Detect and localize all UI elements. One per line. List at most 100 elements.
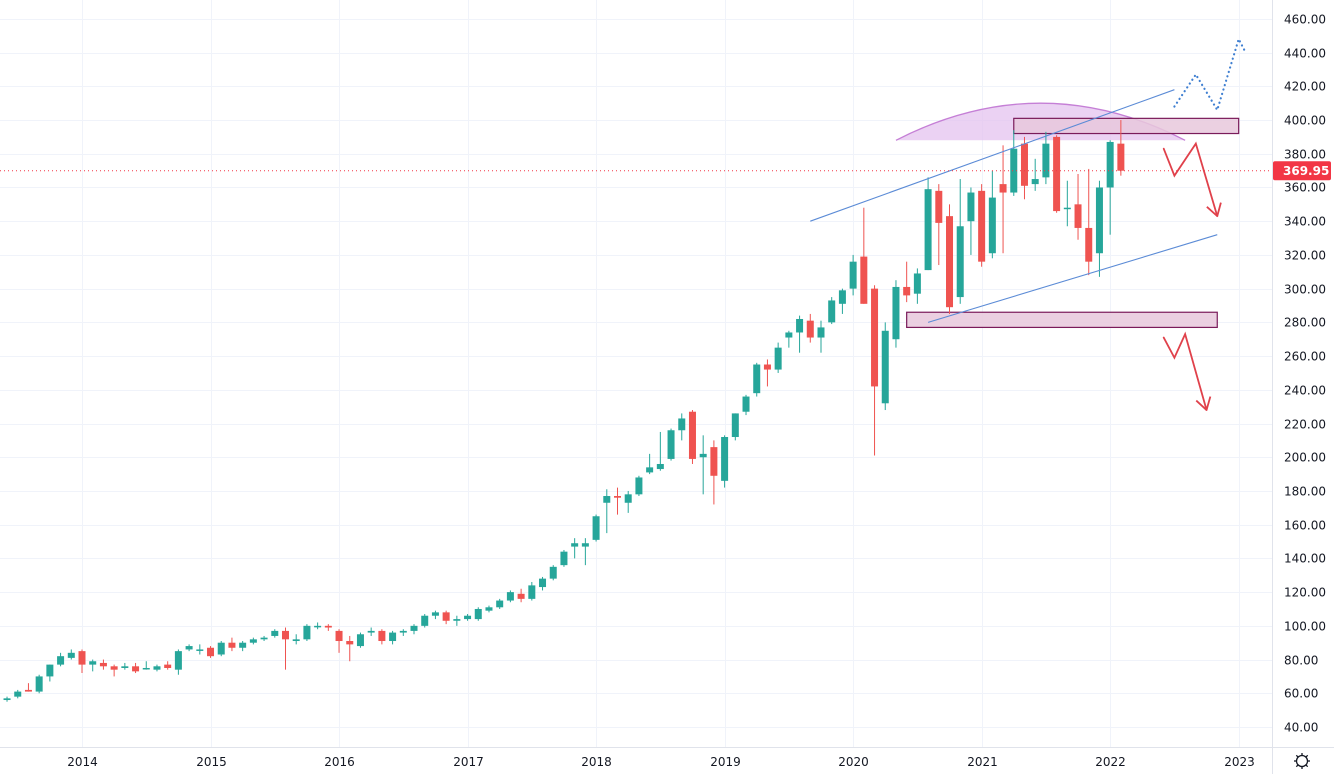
candle xyxy=(239,641,247,652)
candle xyxy=(196,644,204,655)
candle xyxy=(999,145,1007,254)
candle-body xyxy=(560,551,568,566)
candle xyxy=(956,179,964,304)
candle-body xyxy=(1095,187,1103,254)
y-tick-label: 340.00 xyxy=(1284,215,1326,229)
candle xyxy=(763,359,771,387)
x-tick-label: 2023 xyxy=(1224,755,1255,769)
bearish-projection-1 xyxy=(1162,141,1219,218)
candle-body xyxy=(1031,179,1039,185)
candle-body xyxy=(89,661,97,665)
candle-body xyxy=(217,642,225,655)
candle-body xyxy=(549,566,557,579)
candle-body xyxy=(614,496,621,498)
candle xyxy=(892,280,900,348)
candle-body xyxy=(485,607,493,611)
candle-body xyxy=(1042,143,1050,178)
candle-body xyxy=(153,666,161,670)
candle xyxy=(346,635,354,662)
candle xyxy=(785,330,793,348)
candle-body xyxy=(1010,148,1018,193)
candle-body xyxy=(678,418,686,431)
candle xyxy=(389,630,397,645)
candle-body xyxy=(399,630,407,633)
candle xyxy=(506,590,514,603)
arrow-head xyxy=(1195,399,1208,411)
candle xyxy=(592,514,600,542)
candle xyxy=(581,538,589,566)
x-tick-label: 2018 xyxy=(581,755,612,769)
candle xyxy=(260,635,268,642)
candle-body xyxy=(849,261,857,289)
candle-body xyxy=(121,666,129,668)
candle xyxy=(24,683,32,692)
candle-body xyxy=(592,516,600,540)
candle xyxy=(924,177,932,271)
price-axis-panel[interactable] xyxy=(1272,0,1334,774)
candle xyxy=(281,627,289,670)
candle-body xyxy=(817,327,825,338)
candle-body xyxy=(935,190,943,223)
candle-body xyxy=(913,273,921,294)
grid xyxy=(0,0,1272,747)
candle xyxy=(185,644,193,652)
x-tick-label: 2017 xyxy=(453,755,484,769)
y-tick-label: 300.00 xyxy=(1284,283,1326,297)
x-tick-label: 2019 xyxy=(710,755,741,769)
candle xyxy=(624,490,632,513)
gear-icon[interactable] xyxy=(1294,753,1310,769)
candle-body xyxy=(35,676,43,692)
candle-body xyxy=(196,649,204,651)
candle xyxy=(99,659,107,670)
candle-body xyxy=(142,667,150,670)
candle xyxy=(303,624,311,642)
y-tick-label: 320.00 xyxy=(1284,249,1326,263)
x-tick-label: 2021 xyxy=(967,755,998,769)
candle xyxy=(57,652,65,667)
last-price-label: 369.95 xyxy=(1283,164,1329,178)
candle-body xyxy=(753,364,761,394)
channel-lower-line xyxy=(927,234,1218,323)
y-tick-label: 60.00 xyxy=(1284,687,1318,701)
candle-body xyxy=(389,632,397,642)
candle xyxy=(560,549,568,567)
candle xyxy=(14,689,22,699)
candle xyxy=(356,632,364,648)
candles xyxy=(3,120,1125,702)
annotations-front xyxy=(810,36,1247,411)
candle-body xyxy=(228,642,236,648)
y-tick-label: 420.00 xyxy=(1284,80,1326,94)
candle-body xyxy=(46,664,54,677)
candle xyxy=(464,614,472,621)
candle-body xyxy=(292,639,300,642)
candle-body xyxy=(978,190,986,262)
candle xyxy=(228,637,236,652)
candle xyxy=(699,435,707,495)
candle xyxy=(474,607,482,621)
y-tick-label: 220.00 xyxy=(1284,418,1326,432)
candle xyxy=(849,254,857,296)
candle-body xyxy=(785,332,793,338)
y-tick-label: 360.00 xyxy=(1284,181,1326,195)
time-axis[interactable]: 2014 2015 2016 2017 2018 2019 2020 2021 2022 2023 xyxy=(67,755,1255,769)
y-tick-label: 460.00 xyxy=(1284,13,1326,27)
candle-body xyxy=(581,543,589,547)
candle xyxy=(67,649,75,660)
x-tick-label: 2022 xyxy=(1095,755,1126,769)
candle-body xyxy=(603,496,611,503)
candle xyxy=(903,261,911,303)
y-tick-label: 80.00 xyxy=(1284,654,1318,668)
candle xyxy=(378,629,386,645)
candle xyxy=(742,394,750,416)
candle xyxy=(571,538,579,559)
candle xyxy=(164,661,172,670)
candle xyxy=(731,413,739,441)
candle-body xyxy=(860,256,868,304)
candle xyxy=(1117,120,1125,176)
candle xyxy=(1053,135,1061,213)
candle-body xyxy=(1020,143,1028,186)
candle xyxy=(796,315,804,353)
candle-body xyxy=(314,625,322,628)
candle xyxy=(881,322,889,411)
